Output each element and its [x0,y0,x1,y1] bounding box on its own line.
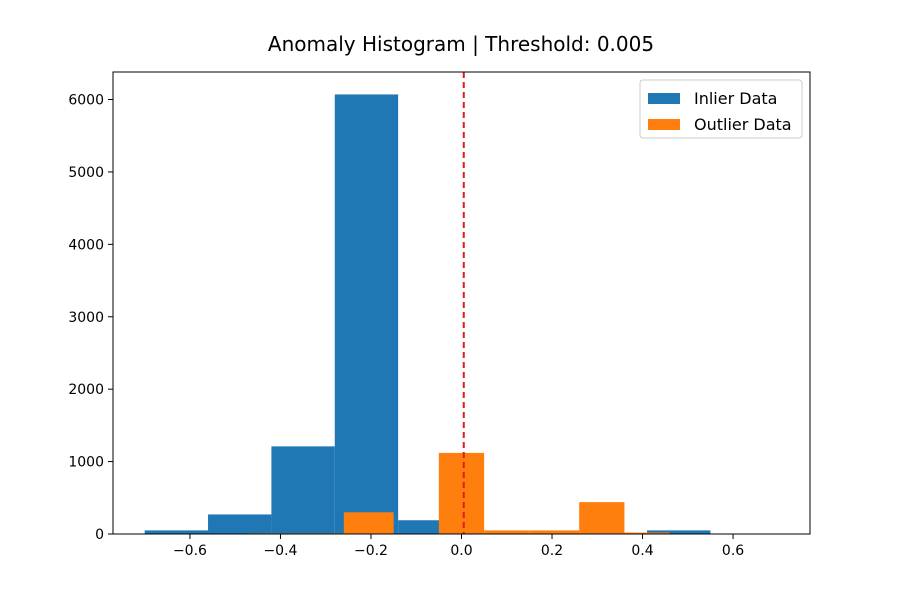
bar-outlier-4 [438,452,485,534]
bar-outlier-7 [579,502,625,534]
y-tick-label: 3000 [68,310,104,326]
legend-swatch-inlier [648,93,680,104]
bars-layer [144,94,711,534]
x-tick-label: 0.6 [722,543,744,559]
x-tick-label: 0.0 [450,543,472,559]
bar-outlier-5 [484,530,530,534]
chart-title: Anomaly Histogram | Threshold: 0.005 [268,32,654,56]
x-tick-label: −0.6 [173,543,207,559]
legend: Inlier Data Outlier Data [639,79,803,139]
legend-swatch-outlier [648,119,680,130]
bar-inlier-3 [334,94,399,534]
bar-inlier-0 [144,530,209,534]
y-axis: 0 1000 2000 3000 4000 5000 6000 [68,93,113,543]
x-tick-label: −0.2 [354,543,388,559]
legend-label-outlier: Outlier Data [694,115,792,134]
y-tick-label: 6000 [68,93,104,109]
y-tick-label: 5000 [68,165,104,181]
bar-inlier-8 [647,530,711,534]
x-tick-label: 0.2 [541,543,563,559]
y-tick-label: 2000 [68,382,104,398]
bar-inlier-1 [208,514,272,534]
bar-outlier-6 [529,530,580,534]
legend-box [639,79,803,139]
y-tick-label: 4000 [68,237,104,253]
legend-label-inlier: Inlier Data [694,89,777,108]
y-tick-label: 0 [95,527,104,543]
bar-outlier-2 [343,512,394,534]
y-tick-label: 1000 [68,455,104,471]
bar-outlier-8 [624,532,670,534]
x-axis: −0.6 −0.4 −0.2 0.0 0.2 0.4 0.6 [173,534,744,559]
bar-inlier-2 [271,446,335,534]
x-tick-label: −0.4 [263,543,297,559]
x-tick-label: 0.4 [631,543,653,559]
